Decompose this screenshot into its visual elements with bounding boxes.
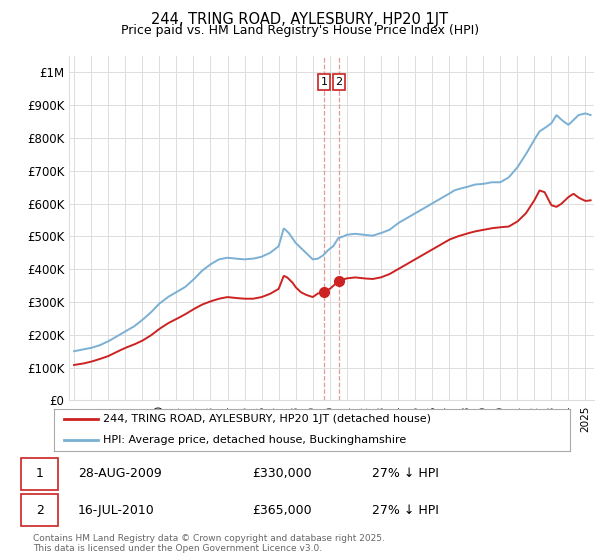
Text: Price paid vs. HM Land Registry's House Price Index (HPI): Price paid vs. HM Land Registry's House …: [121, 24, 479, 36]
Text: 244, TRING ROAD, AYLESBURY, HP20 1JT (detached house): 244, TRING ROAD, AYLESBURY, HP20 1JT (de…: [103, 414, 431, 424]
Text: 27% ↓ HPI: 27% ↓ HPI: [372, 467, 439, 480]
Text: £365,000: £365,000: [252, 503, 311, 517]
Text: Contains HM Land Registry data © Crown copyright and database right 2025.
This d: Contains HM Land Registry data © Crown c…: [33, 534, 385, 553]
Text: £330,000: £330,000: [252, 467, 311, 480]
Text: HPI: Average price, detached house, Buckinghamshire: HPI: Average price, detached house, Buck…: [103, 435, 406, 445]
Text: 244, TRING ROAD, AYLESBURY, HP20 1JT: 244, TRING ROAD, AYLESBURY, HP20 1JT: [151, 12, 449, 27]
Text: 1: 1: [320, 77, 328, 87]
Text: 28-AUG-2009: 28-AUG-2009: [78, 467, 162, 480]
Text: 27% ↓ HPI: 27% ↓ HPI: [372, 503, 439, 517]
Text: 16-JUL-2010: 16-JUL-2010: [78, 503, 155, 517]
Text: 2: 2: [335, 77, 343, 87]
Text: 1: 1: [35, 467, 44, 480]
Text: 2: 2: [35, 503, 44, 517]
